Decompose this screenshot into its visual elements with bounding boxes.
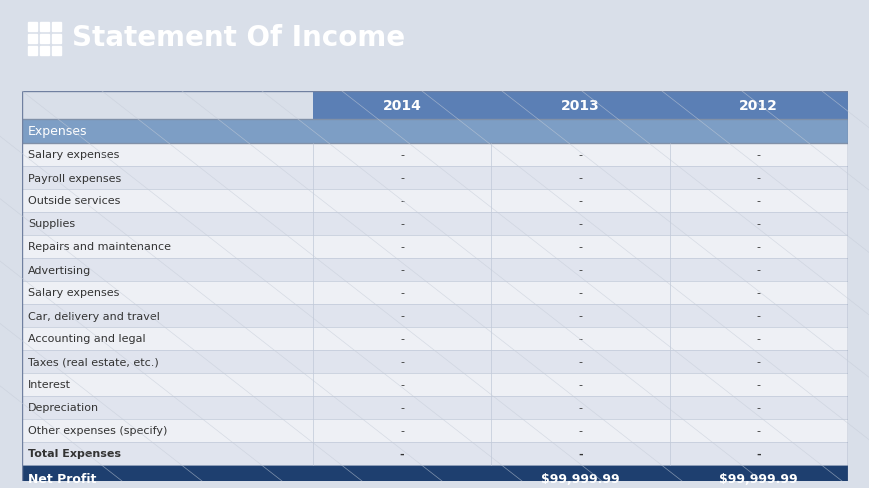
Bar	[22, 350, 847, 373]
Text: -: -	[578, 426, 581, 436]
Text: -: -	[756, 219, 760, 229]
Text: Salary expenses: Salary expenses	[28, 288, 119, 298]
Text: $99,999.99: $99,999.99	[719, 472, 797, 486]
Bar	[22, 305, 847, 327]
Text: -: -	[756, 357, 760, 367]
Text: Other expenses (specify): Other expenses (specify)	[28, 426, 167, 436]
Text: -: -	[400, 173, 403, 183]
Text: 2014: 2014	[382, 99, 421, 113]
Bar	[28, 22, 37, 31]
Text: Supplies: Supplies	[28, 219, 75, 229]
Bar	[22, 236, 847, 259]
Text: -: -	[578, 265, 581, 275]
Bar	[22, 396, 847, 419]
Text: Accounting and legal: Accounting and legal	[28, 334, 145, 344]
Text: -: -	[400, 380, 403, 390]
Text: -: -	[578, 357, 581, 367]
Text: -: -	[578, 242, 581, 252]
Text: Payroll expenses: Payroll expenses	[28, 173, 121, 183]
Bar	[22, 120, 847, 143]
Bar	[22, 167, 847, 190]
Text: Outside services: Outside services	[28, 196, 120, 206]
Text: -: -	[756, 448, 760, 459]
Bar	[28, 35, 37, 43]
Text: -: -	[400, 150, 403, 160]
Text: -: -	[578, 150, 581, 160]
Bar	[22, 465, 847, 488]
Bar	[22, 282, 847, 305]
Text: -: -	[756, 380, 760, 390]
Bar	[22, 259, 847, 282]
Text: -: -	[578, 288, 581, 298]
Text: -: -	[756, 311, 760, 321]
Text: $99,999.99: $99,999.99	[541, 472, 619, 486]
Text: -: -	[578, 173, 581, 183]
Bar	[40, 22, 49, 31]
Bar	[22, 327, 847, 350]
Bar	[52, 46, 61, 55]
Bar	[22, 190, 847, 213]
Text: -: -	[400, 311, 403, 321]
Text: Car, delivery and travel: Car, delivery and travel	[28, 311, 160, 321]
Text: -: -	[756, 196, 760, 206]
Text: -: -	[756, 288, 760, 298]
Text: 2013: 2013	[561, 99, 599, 113]
Text: -: -	[400, 265, 403, 275]
Bar	[52, 35, 61, 43]
Text: -: -	[578, 403, 581, 413]
Bar	[28, 46, 37, 55]
Text: -: -	[756, 150, 760, 160]
Bar	[22, 442, 847, 465]
Text: Depreciation: Depreciation	[28, 403, 99, 413]
Bar	[22, 373, 847, 396]
Text: -: -	[400, 403, 403, 413]
Text: -: -	[399, 448, 404, 459]
Text: -: -	[577, 448, 582, 459]
Bar	[40, 35, 49, 43]
Text: -: -	[400, 219, 403, 229]
Text: Net Profit: Net Profit	[28, 472, 96, 486]
Text: -: -	[756, 334, 760, 344]
Text: -: -	[756, 265, 760, 275]
Bar	[40, 46, 49, 55]
Text: -: -	[578, 334, 581, 344]
Text: Statement Of Income: Statement Of Income	[72, 23, 405, 51]
Bar	[52, 22, 61, 31]
Bar	[669, 92, 847, 120]
Text: -: -	[400, 426, 403, 436]
Text: -: -	[400, 196, 403, 206]
Text: -: -	[400, 334, 403, 344]
Text: -: -	[578, 311, 581, 321]
Bar	[312, 92, 491, 120]
Text: -: -	[756, 173, 760, 183]
Bar	[491, 92, 669, 120]
Text: -: -	[400, 242, 403, 252]
Text: -: -	[756, 242, 760, 252]
Text: Salary expenses: Salary expenses	[28, 150, 119, 160]
Text: -: -	[578, 380, 581, 390]
Text: -: -	[756, 426, 760, 436]
Text: -: -	[400, 288, 403, 298]
Text: Taxes (real estate, etc.): Taxes (real estate, etc.)	[28, 357, 158, 367]
Text: Repairs and maintenance: Repairs and maintenance	[28, 242, 171, 252]
Text: Interest: Interest	[28, 380, 71, 390]
Bar	[22, 213, 847, 236]
Bar	[22, 419, 847, 442]
Text: Total Expenses: Total Expenses	[28, 448, 121, 459]
Text: -: -	[756, 403, 760, 413]
Text: -: -	[400, 357, 403, 367]
Text: Expenses: Expenses	[28, 125, 88, 138]
Text: -: -	[578, 219, 581, 229]
Text: -: -	[578, 196, 581, 206]
Text: Advertising: Advertising	[28, 265, 91, 275]
Bar	[22, 143, 847, 167]
Text: 2012: 2012	[739, 99, 778, 113]
